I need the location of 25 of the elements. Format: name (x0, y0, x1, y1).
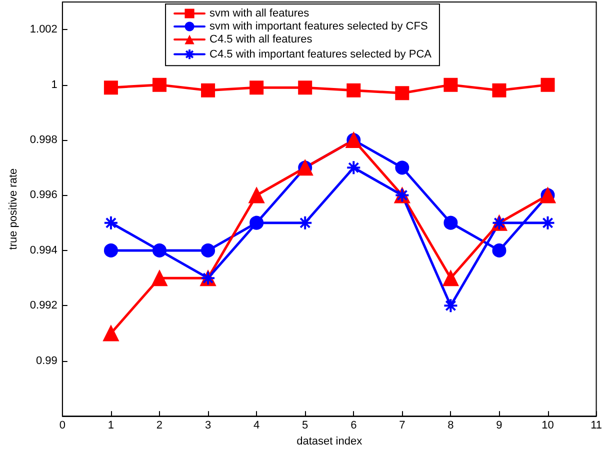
y-tick-label: 0.994 (30, 244, 58, 256)
y-tick-label: 1.002 (30, 24, 58, 36)
x-tick-label: 4 (253, 420, 260, 432)
x-tick-label: 11 (590, 420, 602, 432)
legend-label: C4.5 with important features selected by PCA (210, 48, 432, 60)
x-tick-label: 2 (156, 420, 163, 432)
y-tick-label: 0.996 (30, 189, 58, 202)
x-tick-label: 7 (399, 420, 406, 432)
x-tick-label: 9 (496, 420, 502, 432)
x-tick-label: 6 (350, 420, 357, 432)
y-tick-label: 0.99 (36, 354, 58, 367)
x-tick-label: 1 (108, 420, 114, 432)
legend-label: svm with important features selected by CFS (210, 20, 428, 32)
x-tick-label: 5 (302, 420, 308, 432)
x-tick-label: 8 (448, 420, 454, 432)
x-axis-title: dataset index (296, 436, 363, 448)
x-tick-label: 3 (204, 420, 212, 432)
y-tick-label: 1 (51, 78, 58, 91)
y-tick-label: 0.998 (30, 134, 58, 146)
x-tick-label: 10 (542, 420, 554, 432)
legend-label: svm with all features (210, 8, 310, 20)
y-axis-title: true positive rate (8, 168, 20, 250)
x-tick-label: 0 (59, 420, 66, 432)
y-tick-label: 0.992 (30, 300, 58, 312)
legend-label: C4.5 with all features (210, 34, 313, 46)
